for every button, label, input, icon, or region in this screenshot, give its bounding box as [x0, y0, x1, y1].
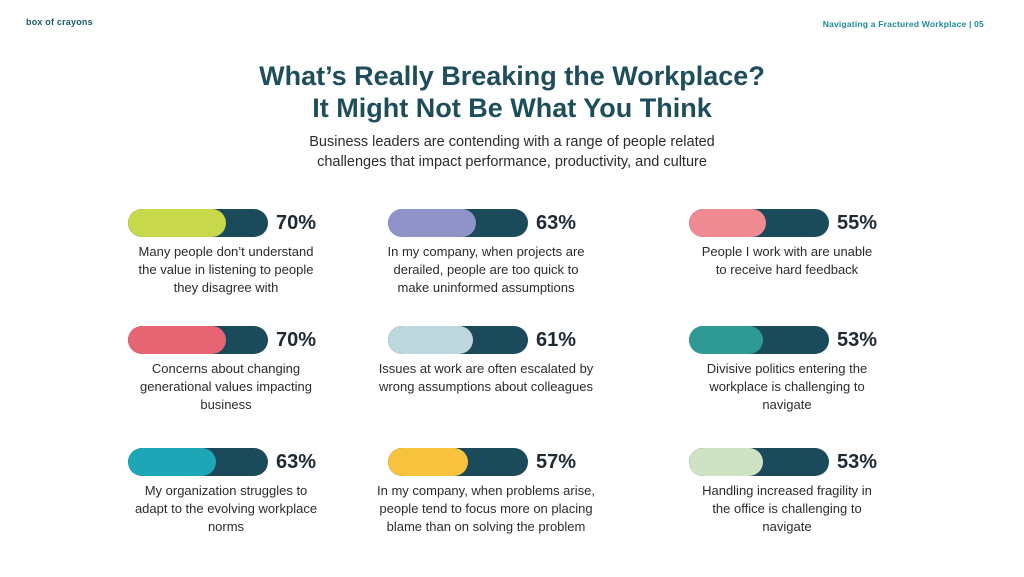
progress-bar-fill: [689, 326, 763, 354]
brand-logo: box of crayons: [26, 17, 93, 27]
stat-caption-line: the office is challenging to: [712, 501, 862, 516]
stat-bar-row: 61%: [366, 326, 606, 354]
progress-bar: [388, 326, 528, 354]
stat-caption-line: Concerns about changing: [151, 361, 301, 376]
stat-bar-row: 63%: [366, 209, 606, 237]
progress-bar-fill: [689, 209, 766, 237]
stat-percentage: 55%: [837, 212, 878, 234]
stat-caption: In my company, when projects are derailed…: [366, 243, 606, 297]
stat-bar-row: 63%: [106, 448, 346, 476]
progress-bar: [128, 209, 268, 237]
stat-caption: Divisive politics entering the workplace …: [667, 360, 907, 414]
document-title: Navigating a Fractured Workplace | 05: [822, 19, 984, 29]
stat-percentage: 53%: [837, 329, 878, 351]
stat-caption-line: blame than on solving the problem: [386, 519, 586, 534]
stat-caption-line: Issues at work are often escalated by: [378, 361, 594, 376]
stat-caption-line: navigate: [762, 397, 812, 412]
page-title-line-2: It Might Not Be What You Think: [312, 93, 712, 123]
stat-caption-line: workplace is challenging to: [709, 379, 865, 394]
stat-caption-line: In my company, when problems arise,: [377, 483, 595, 498]
progress-bar-fill: [128, 209, 226, 237]
stat-percentage: 70%: [276, 329, 317, 351]
stat-caption-line: navigate: [762, 519, 812, 534]
stat-caption-line: People I work with are unable: [701, 244, 873, 259]
stat-bar-row: 70%: [106, 326, 346, 354]
stat-percentage: 57%: [536, 451, 577, 473]
stat-caption-line: people tend to focus more on placing: [379, 501, 593, 516]
progress-bar: [689, 448, 829, 476]
stat-caption-line: norms: [207, 519, 245, 534]
stat-caption-line: Many people don’t understand: [138, 244, 314, 259]
stat-caption: In my company, when problems arise, peopl…: [366, 482, 606, 536]
stat-caption-line: to receive hard feedback: [715, 262, 859, 277]
stat-bar-row: 53%: [667, 448, 907, 476]
stat-caption-line: the value in listening to people: [138, 262, 314, 277]
stat-caption: Issues at work are often escalated by wro…: [366, 360, 606, 396]
progress-bar-fill: [388, 448, 468, 476]
progress-bar-fill: [388, 209, 476, 237]
stat-bar-row: 53%: [667, 326, 907, 354]
progress-bar: [388, 448, 528, 476]
stat-caption: People I work with are unable to receive …: [667, 243, 907, 279]
stat-caption: Many people don’t understand the value in…: [106, 243, 346, 297]
page-title-line-1: What’s Really Breaking the Workplace?: [259, 61, 765, 91]
page-subtitle: Business leaders are contending with a r…: [0, 132, 1024, 172]
stat-caption-line: adapt to the evolving workplace: [134, 501, 318, 516]
stat-percentage: 61%: [536, 329, 577, 351]
stat-caption-line: wrong assumptions about colleagues: [379, 379, 593, 394]
stat-caption: Concerns about changing generational valu…: [106, 360, 346, 414]
stat-caption-line: My organization struggles to: [144, 483, 308, 498]
progress-bar-fill: [128, 326, 226, 354]
stat-bar-row: 70%: [106, 209, 346, 237]
stat-percentage: 70%: [276, 212, 317, 234]
page-subtitle-line-2: challenges that impact performance, prod…: [317, 154, 707, 170]
stat-percentage: 53%: [837, 451, 878, 473]
stat-caption-line: they disagree with: [173, 280, 279, 295]
progress-bar-fill: [128, 448, 216, 476]
stat-caption-line: generational values impacting: [140, 379, 312, 394]
progress-bar-fill: [689, 448, 763, 476]
stat-caption-line: In my company, when projects are: [387, 244, 585, 259]
progress-bar: [388, 209, 528, 237]
stat-bar-row: 55%: [667, 209, 907, 237]
stat-caption-line: Handling increased fragility in: [702, 483, 872, 498]
progress-bar: [128, 326, 268, 354]
stat-bar-row: 57%: [366, 448, 606, 476]
progress-bar: [128, 448, 268, 476]
page-title: What’s Really Breaking the Workplace? It…: [0, 60, 1024, 124]
stat-percentage: 63%: [276, 451, 317, 473]
progress-bar: [689, 326, 829, 354]
page-subtitle-line-1: Business leaders are contending with a r…: [309, 134, 715, 150]
stat-percentage: 63%: [536, 212, 577, 234]
stat-caption-line: make uninformed assumptions: [397, 280, 575, 295]
stat-caption-line: business: [200, 397, 252, 412]
stat-caption-line: Divisive politics entering the: [706, 361, 868, 376]
stat-caption-line: derailed, people are too quick to: [393, 262, 579, 277]
progress-bar-fill: [388, 326, 473, 354]
stat-caption: My organization struggles to adapt to the…: [106, 482, 346, 536]
progress-bar: [689, 209, 829, 237]
stat-caption: Handling increased fragility in the offic…: [667, 482, 907, 536]
